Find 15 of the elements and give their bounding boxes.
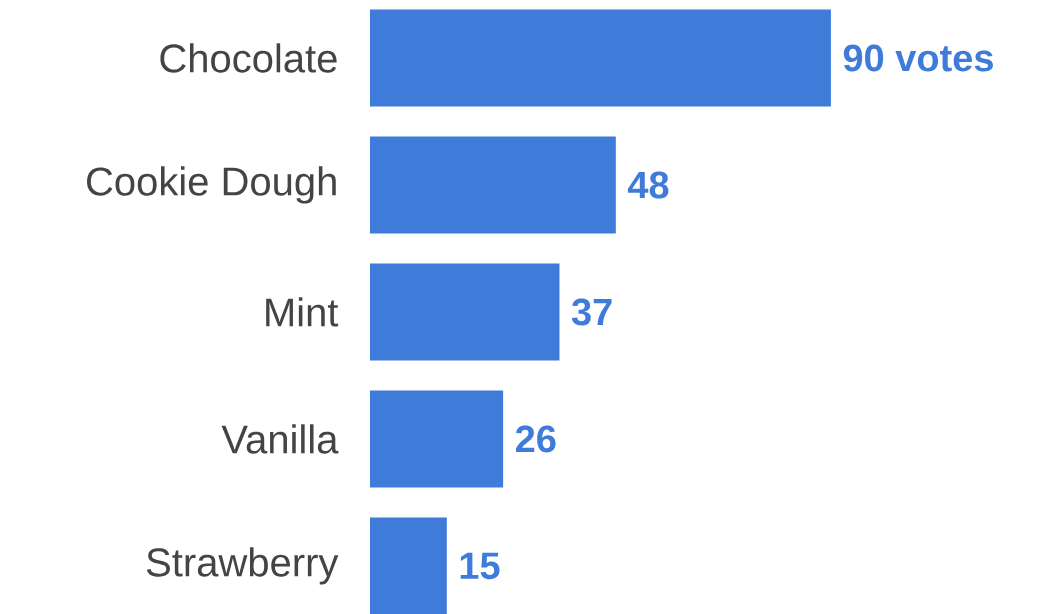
data-label: 26 bbox=[515, 425, 556, 453]
data-label: 15 bbox=[460, 552, 500, 579]
y-tick-label: Chocolate bbox=[160, 43, 337, 73]
y-tick-label: Strawberry bbox=[146, 547, 339, 585]
bar bbox=[369, 9, 831, 107]
y-tick-label: Mint bbox=[266, 297, 339, 327]
bar bbox=[369, 263, 560, 361]
data-label: 90 votes bbox=[843, 44, 993, 72]
y-tick-label: Cookie Dough bbox=[87, 166, 336, 204]
bar bbox=[369, 136, 616, 234]
bar bbox=[369, 517, 447, 614]
data-label: 37 bbox=[571, 298, 612, 326]
bar bbox=[369, 390, 504, 488]
y-tick-label: Vanilla bbox=[221, 424, 339, 454]
data-label: 48 bbox=[627, 171, 669, 199]
